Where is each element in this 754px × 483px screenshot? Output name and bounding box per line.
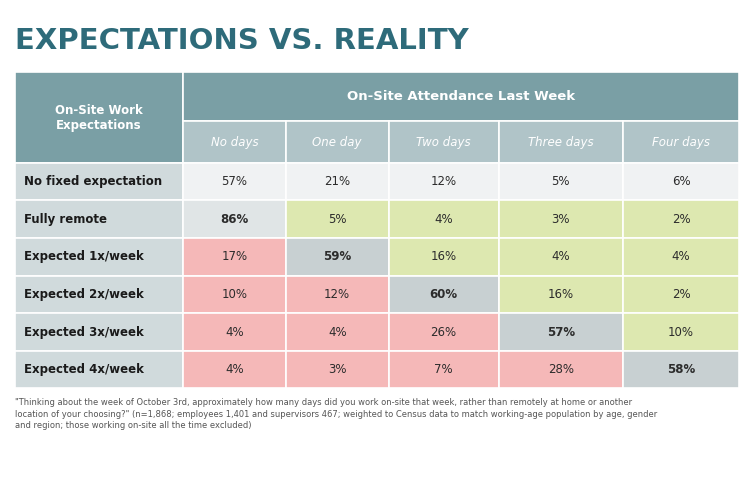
Bar: [183, 276, 286, 313]
Text: 10%: 10%: [668, 326, 694, 339]
Text: Two days: Two days: [416, 136, 471, 149]
Bar: [498, 163, 623, 200]
Text: No days: No days: [210, 136, 258, 149]
Bar: [623, 163, 739, 200]
Text: 12%: 12%: [324, 288, 351, 301]
Bar: [286, 200, 388, 238]
Text: "Thinking about the week of October 3rd, approximately how many days did you wor: "Thinking about the week of October 3rd,…: [15, 398, 657, 430]
Text: 2%: 2%: [672, 213, 691, 226]
Bar: [498, 200, 623, 238]
Bar: [498, 122, 623, 163]
Bar: [15, 200, 183, 238]
Text: 5%: 5%: [552, 175, 570, 188]
Bar: [623, 313, 739, 351]
Bar: [286, 122, 388, 163]
Text: 4%: 4%: [328, 326, 347, 339]
Text: 5%: 5%: [328, 213, 346, 226]
Bar: [498, 276, 623, 313]
Bar: [15, 313, 183, 351]
Text: On-Site Attendance Last Week: On-Site Attendance Last Week: [347, 90, 575, 103]
Bar: [623, 238, 739, 276]
Text: 4%: 4%: [551, 250, 570, 263]
Text: Four days: Four days: [652, 136, 710, 149]
Text: 28%: 28%: [548, 363, 574, 376]
Bar: [498, 238, 623, 276]
Bar: [15, 276, 183, 313]
Bar: [286, 276, 388, 313]
Text: 4%: 4%: [225, 326, 244, 339]
Bar: [388, 200, 498, 238]
Text: 10%: 10%: [222, 288, 247, 301]
Text: 16%: 16%: [548, 288, 574, 301]
Bar: [183, 313, 286, 351]
Text: Expected 4x/week: Expected 4x/week: [24, 363, 144, 376]
Text: 6%: 6%: [672, 175, 691, 188]
Bar: [15, 238, 183, 276]
Text: 57%: 57%: [222, 175, 247, 188]
Text: 21%: 21%: [324, 175, 351, 188]
Bar: [15, 72, 183, 163]
Bar: [388, 163, 498, 200]
Bar: [623, 351, 739, 388]
Bar: [623, 200, 739, 238]
Text: Fully remote: Fully remote: [24, 213, 107, 226]
Bar: [498, 351, 623, 388]
Text: Expected 3x/week: Expected 3x/week: [24, 326, 143, 339]
Bar: [388, 351, 498, 388]
Bar: [183, 238, 286, 276]
Text: 16%: 16%: [431, 250, 457, 263]
Text: 7%: 7%: [434, 363, 453, 376]
Bar: [286, 313, 388, 351]
Text: 3%: 3%: [552, 213, 570, 226]
Text: 58%: 58%: [667, 363, 695, 376]
Text: 59%: 59%: [323, 250, 351, 263]
Text: 4%: 4%: [434, 213, 453, 226]
Text: 12%: 12%: [431, 175, 457, 188]
Text: 17%: 17%: [222, 250, 247, 263]
Bar: [286, 163, 388, 200]
Bar: [623, 276, 739, 313]
Bar: [183, 72, 739, 122]
Bar: [183, 163, 286, 200]
Text: One day: One day: [312, 136, 362, 149]
Text: 26%: 26%: [431, 326, 457, 339]
Bar: [15, 163, 183, 200]
Text: 86%: 86%: [220, 213, 249, 226]
Bar: [388, 238, 498, 276]
Text: 4%: 4%: [672, 250, 691, 263]
Text: 3%: 3%: [328, 363, 346, 376]
Bar: [183, 200, 286, 238]
Text: 57%: 57%: [547, 326, 575, 339]
Text: Three days: Three days: [528, 136, 593, 149]
Bar: [286, 351, 388, 388]
Bar: [286, 238, 388, 276]
Bar: [388, 276, 498, 313]
Text: 2%: 2%: [672, 288, 691, 301]
Text: Expected 1x/week: Expected 1x/week: [24, 250, 143, 263]
Text: 60%: 60%: [430, 288, 458, 301]
Bar: [183, 122, 286, 163]
Bar: [388, 313, 498, 351]
Bar: [183, 351, 286, 388]
Bar: [498, 313, 623, 351]
Bar: [15, 351, 183, 388]
Text: EXPECTATIONS VS. REALITY: EXPECTATIONS VS. REALITY: [15, 27, 469, 55]
Text: 4%: 4%: [225, 363, 244, 376]
Text: Expected 2x/week: Expected 2x/week: [24, 288, 143, 301]
Text: No fixed expectation: No fixed expectation: [24, 175, 162, 188]
Bar: [623, 122, 739, 163]
Bar: [388, 122, 498, 163]
Text: On-Site Work
Expectations: On-Site Work Expectations: [55, 103, 143, 131]
